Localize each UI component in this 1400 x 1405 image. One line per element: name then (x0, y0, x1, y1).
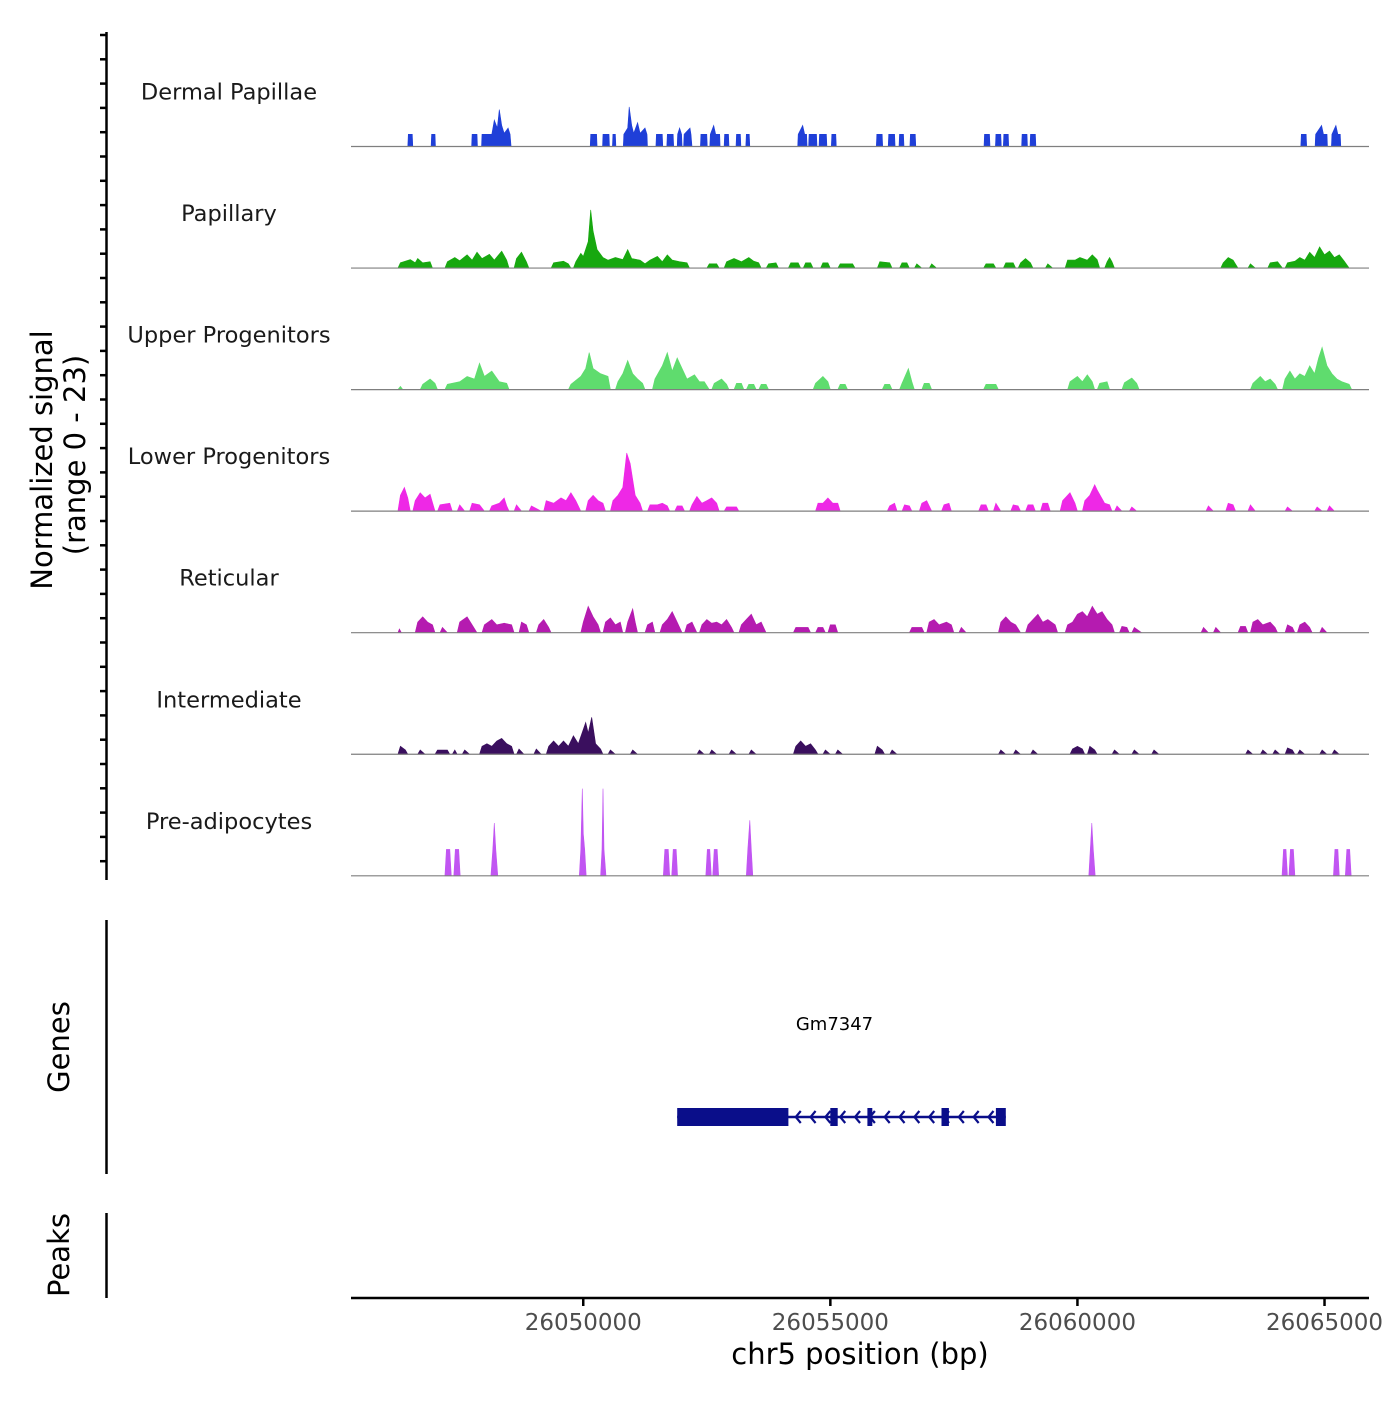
track-reticular: Reticular (179, 566, 1369, 634)
signal-area (397, 717, 1341, 755)
track-label: Reticular (179, 566, 279, 592)
peaks-axis-title: Peaks (42, 1213, 76, 1297)
signal-area (444, 788, 1352, 877)
track-label: Dermal Papillae (141, 80, 317, 106)
strand-arrow (794, 1110, 802, 1124)
track-label: Intermediate (156, 687, 301, 713)
signal-area (397, 452, 1336, 512)
x-axis-ticks: 26050000 26055000 26060000 26065000 (525, 1298, 1383, 1336)
track-lower-progenitors: Lower Progenitors (128, 444, 1369, 512)
x-tick-label: 26055000 (772, 1310, 889, 1336)
strand-arrow (838, 1110, 847, 1124)
track-upper-progenitors: Upper Progenitors (127, 323, 1369, 391)
strand-arrow (987, 1110, 995, 1124)
gene-track: Gm7347 (677, 1014, 1006, 1126)
y-axis-title-line2: (range 0 - 23) (58, 355, 92, 555)
genes-axis-title: Genes (42, 1001, 76, 1093)
track-dermal-papillae: Dermal Papillae (141, 80, 1369, 148)
signal-area (407, 106, 1342, 147)
gene-exon (941, 1108, 949, 1126)
strand-arrow (972, 1110, 980, 1124)
track-label: Upper Progenitors (127, 323, 330, 349)
strand-arrow (957, 1110, 965, 1124)
signal-area (397, 209, 1350, 269)
track-label: Pre-adipocytes (146, 809, 312, 835)
signal-y-axis-ticks (100, 33, 106, 863)
gene-exon (995, 1108, 1006, 1126)
x-tick-label: 26065000 (1266, 1310, 1383, 1336)
track-papillary: Papillary (181, 201, 1369, 269)
x-tick-label: 26050000 (525, 1310, 642, 1336)
strand-arrow (927, 1110, 936, 1124)
gene-exon (677, 1108, 789, 1126)
signal-tracks: Dermal Papillae Papillary Upper Progenitor… (127, 80, 1369, 877)
gene-exon (830, 1108, 838, 1126)
strand-arrow (853, 1110, 861, 1124)
strand-arrow (809, 1110, 817, 1124)
x-axis-title: chr5 position (bp) (731, 1337, 988, 1371)
strand-arrow (883, 1110, 891, 1124)
track-label: Papillary (181, 201, 277, 227)
strand-arrow (898, 1110, 906, 1124)
x-tick-label: 26060000 (1019, 1310, 1136, 1336)
strand-arrow (912, 1110, 921, 1124)
strand-arrow (823, 1110, 832, 1124)
gene-name-label: Gm7347 (796, 1014, 873, 1035)
track-pre-adipocytes: Pre-adipocytes (146, 788, 1369, 877)
signal-area (397, 346, 1353, 390)
signal-area (397, 605, 1328, 633)
gene-exon (867, 1108, 873, 1126)
track-label: Lower Progenitors (128, 444, 330, 470)
track-intermediate: Intermediate (156, 687, 1369, 755)
y-axis-title-line1: Normalized signal (25, 330, 59, 589)
